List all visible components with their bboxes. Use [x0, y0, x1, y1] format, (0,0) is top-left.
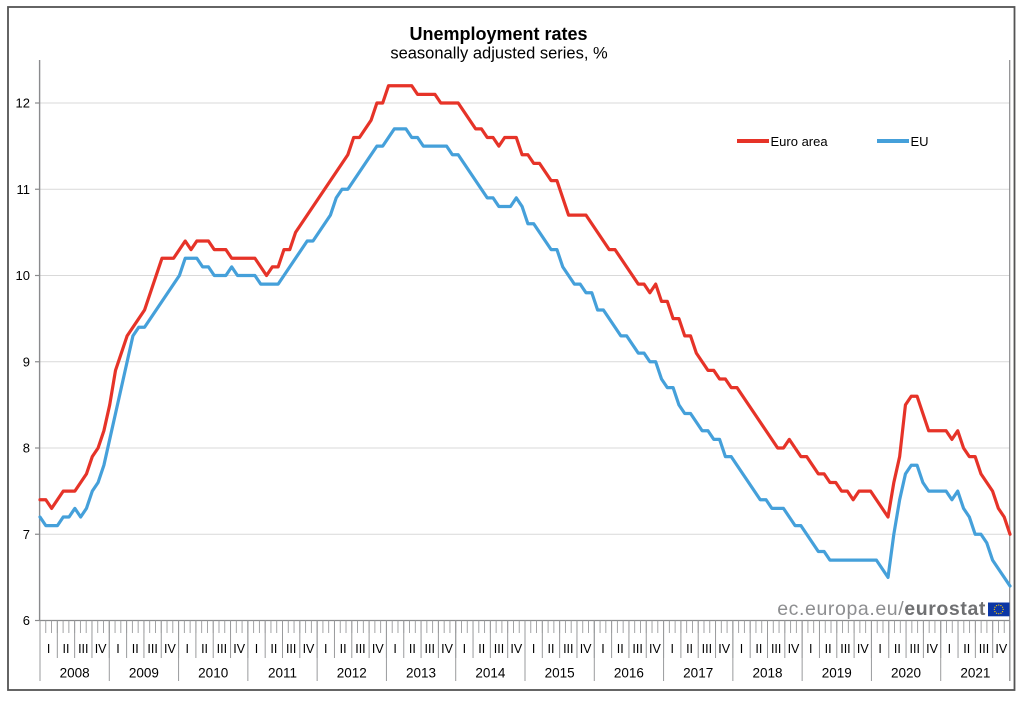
svg-text:I: I: [948, 642, 951, 656]
svg-text:IV: IV: [164, 642, 176, 656]
svg-text:II: II: [894, 642, 901, 656]
svg-text:6: 6: [23, 613, 30, 628]
svg-text:II: II: [755, 642, 762, 656]
svg-text:I: I: [878, 642, 881, 656]
svg-text:IV: IV: [580, 642, 592, 656]
svg-text:I: I: [185, 642, 188, 656]
svg-text:IV: IV: [718, 642, 730, 656]
svg-text:II: II: [409, 642, 416, 656]
svg-text:III: III: [78, 642, 88, 656]
svg-text:I: I: [324, 642, 327, 656]
svg-text:IV: IV: [303, 642, 315, 656]
svg-text:2021: 2021: [960, 666, 990, 681]
svg-text:IV: IV: [372, 642, 384, 656]
svg-text:I: I: [47, 642, 50, 656]
svg-text:IV: IV: [649, 642, 661, 656]
svg-text:III: III: [979, 642, 989, 656]
svg-text:II: II: [340, 642, 347, 656]
svg-text:I: I: [116, 642, 119, 656]
svg-text:III: III: [632, 642, 642, 656]
svg-text:III: III: [910, 642, 920, 656]
svg-text:III: III: [563, 642, 573, 656]
svg-text:II: II: [617, 642, 624, 656]
svg-text:III: III: [425, 642, 435, 656]
svg-text:II: II: [963, 642, 970, 656]
svg-text:2014: 2014: [475, 666, 506, 681]
svg-text:I: I: [463, 642, 466, 656]
svg-text:II: II: [478, 642, 485, 656]
svg-text:2010: 2010: [198, 666, 228, 681]
svg-text:2015: 2015: [545, 666, 575, 681]
svg-text:II: II: [201, 642, 208, 656]
svg-text:III: III: [702, 642, 712, 656]
svg-text:2011: 2011: [268, 666, 297, 681]
svg-text:III: III: [840, 642, 850, 656]
svg-text:III: III: [147, 642, 157, 656]
svg-text:IV: IV: [926, 642, 938, 656]
svg-text:12: 12: [16, 96, 30, 111]
svg-text:II: II: [686, 642, 693, 656]
svg-text:IV: IV: [995, 642, 1007, 656]
svg-text:2018: 2018: [752, 666, 782, 681]
svg-text:10: 10: [16, 268, 30, 283]
svg-text:II: II: [548, 642, 555, 656]
svg-text:Euro area: Euro area: [771, 134, 829, 149]
svg-text:EU: EU: [911, 134, 929, 149]
svg-text:7: 7: [23, 527, 30, 542]
svg-text:IV: IV: [510, 642, 522, 656]
svg-text:seasonally adjusted series, %: seasonally adjusted series, %: [390, 45, 608, 63]
svg-text:8: 8: [23, 441, 30, 456]
svg-text:IV: IV: [233, 642, 245, 656]
svg-text:2019: 2019: [822, 666, 852, 681]
svg-text:I: I: [809, 642, 812, 656]
svg-text:9: 9: [23, 354, 30, 369]
svg-text:III: III: [771, 642, 781, 656]
svg-text:IV: IV: [95, 642, 107, 656]
svg-text:Unemployment rates: Unemployment rates: [409, 24, 587, 44]
svg-text:III: III: [494, 642, 504, 656]
svg-text:II: II: [825, 642, 832, 656]
svg-text:11: 11: [17, 182, 31, 197]
svg-text:I: I: [532, 642, 535, 656]
svg-text:IV: IV: [857, 642, 869, 656]
svg-text:I: I: [255, 642, 258, 656]
svg-text:III: III: [286, 642, 296, 656]
svg-text:II: II: [132, 642, 139, 656]
svg-text:I: I: [740, 642, 743, 656]
svg-text:2013: 2013: [406, 666, 436, 681]
svg-text:II: II: [63, 642, 70, 656]
svg-text:2009: 2009: [129, 666, 159, 681]
svg-text:II: II: [270, 642, 277, 656]
svg-text:IV: IV: [788, 642, 800, 656]
svg-text:2017: 2017: [683, 666, 713, 681]
svg-text:2016: 2016: [614, 666, 644, 681]
svg-text:I: I: [670, 642, 673, 656]
svg-text:2020: 2020: [891, 666, 921, 681]
svg-text:ec.europa.eu/eurostat: ec.europa.eu/eurostat: [777, 598, 986, 620]
svg-text:III: III: [217, 642, 227, 656]
svg-text:IV: IV: [441, 642, 453, 656]
svg-text:2012: 2012: [337, 666, 367, 681]
svg-text:2008: 2008: [60, 666, 90, 681]
svg-text:I: I: [601, 642, 604, 656]
svg-text:I: I: [393, 642, 396, 656]
svg-text:III: III: [355, 642, 365, 656]
